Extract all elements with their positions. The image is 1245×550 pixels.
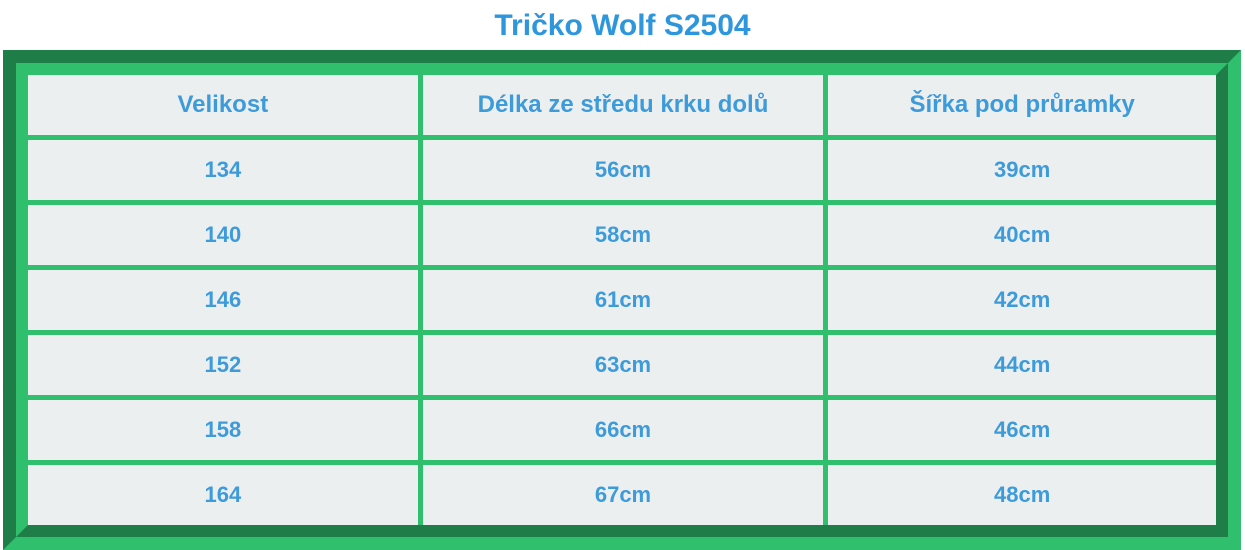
size-table-inner-frame: Velikost Délka ze středu krku dolů Šířka… xyxy=(16,63,1228,537)
cell-length: 56cm xyxy=(422,140,824,200)
cell-size: 134 xyxy=(28,140,418,200)
cell-size: 158 xyxy=(28,400,418,460)
cell-size: 152 xyxy=(28,335,418,395)
cell-length: 67cm xyxy=(422,465,824,525)
cell-size: 164 xyxy=(28,465,418,525)
cell-width: 48cm xyxy=(828,465,1216,525)
cell-length: 58cm xyxy=(422,205,824,265)
size-table-outer-frame: Velikost Délka ze středu krku dolů Šířka… xyxy=(3,50,1241,550)
cell-size: 140 xyxy=(28,205,418,265)
cell-width: 40cm xyxy=(828,205,1216,265)
header-velikost: Velikost xyxy=(28,75,418,135)
header-sirka-pod-pruramky: Šířka pod průramky xyxy=(828,75,1216,135)
page-title: Tričko Wolf S2504 xyxy=(494,9,751,42)
cell-width: 39cm xyxy=(828,140,1216,200)
cell-length: 61cm xyxy=(422,270,824,330)
size-table: Velikost Délka ze středu krku dolů Šířka… xyxy=(28,75,1216,525)
cell-size: 146 xyxy=(28,270,418,330)
cell-width: 46cm xyxy=(828,400,1216,460)
cell-length: 63cm xyxy=(422,335,824,395)
header-delka-ze-stredu-krku: Délka ze středu krku dolů xyxy=(422,75,824,135)
cell-length: 66cm xyxy=(422,400,824,460)
cell-width: 44cm xyxy=(828,335,1216,395)
cell-width: 42cm xyxy=(828,270,1216,330)
